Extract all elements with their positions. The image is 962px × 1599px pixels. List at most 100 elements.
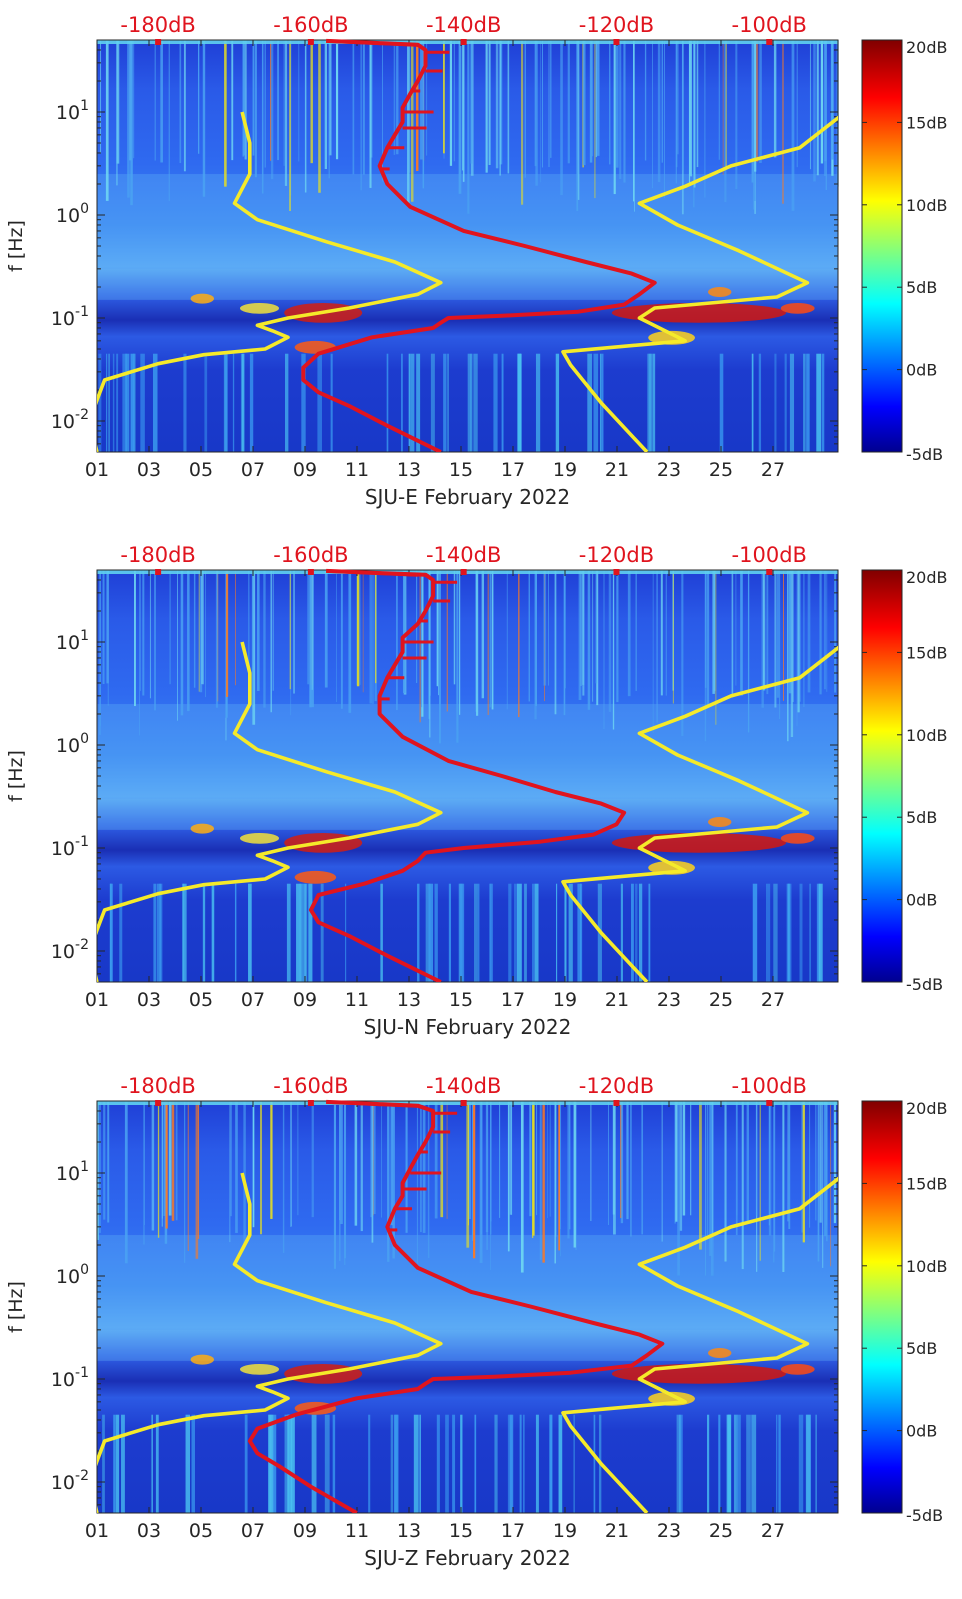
x-tick-label: 03	[137, 459, 161, 481]
colorbar-label: -5dB	[906, 975, 943, 994]
x-tick-label: 17	[501, 459, 525, 481]
y-tick-label: 101	[56, 628, 89, 654]
y-tick-label: 101	[56, 98, 89, 124]
x-tick-label: 17	[501, 989, 525, 1011]
top-db-label: -140dB	[426, 1074, 501, 1098]
x-tick-label: 17	[501, 1520, 525, 1542]
x-tick-label: 09	[293, 459, 317, 481]
db-tick-mark	[155, 569, 162, 575]
x-tick-label: 05	[189, 1520, 213, 1542]
colorbar-label: 20dB	[906, 38, 948, 57]
db-tick-mark	[307, 39, 314, 45]
x-tick-label: 23	[657, 989, 681, 1011]
y-tick-label: 101	[56, 1159, 89, 1185]
y-axis-label: f [Hz]	[5, 1281, 27, 1333]
spectrogram-panel-1: 01 03 05 07 09 11 13 15 17 19 21 23 25 27 10-2 10-1 100 1…	[5, 13, 839, 509]
spectrogram-texture	[97, 1101, 838, 1513]
colorbar: 20dB 15dB 10dB 5dB 0dB -5dB	[861, 38, 948, 464]
noise-model-yellow-high	[561, 1176, 838, 1513]
spectrogram-panel-2: 01 03 05 07 09 11 13 15 17 19 21 23 25 27 10-2 10-1 100 1…	[5, 543, 839, 1039]
y-tick-label: 10-1	[51, 834, 89, 860]
x-tick-label: 11	[345, 989, 369, 1011]
x-tick-label: 09	[293, 989, 317, 1011]
noise-model-yellow-low	[97, 1172, 443, 1513]
colorbar-label: 10dB	[906, 1257, 948, 1276]
colorbar-label: 5dB	[906, 808, 937, 827]
noise-model-yellow-high	[561, 115, 838, 452]
y-tick-label: 100	[56, 201, 89, 227]
x-tick-label: 07	[241, 989, 265, 1011]
y-tick-label: 100	[56, 731, 89, 757]
colorbar-gradient	[861, 1100, 903, 1514]
x-tick-label: 07	[241, 459, 265, 481]
colorbar-label: 5dB	[906, 278, 937, 297]
db-tick-mark	[613, 569, 620, 575]
spectrogram-texture	[97, 40, 839, 452]
colorbar-label: 15dB	[906, 1174, 948, 1193]
x-axis-label: SJU-Z February 2022	[364, 1546, 570, 1570]
db-tick-mark	[766, 39, 773, 45]
model-curve-red	[247, 1099, 665, 1513]
db-tick-mark	[460, 1100, 467, 1106]
colorbar-label: 5dB	[906, 1339, 937, 1358]
x-tick-label: 11	[345, 459, 369, 481]
spectrogram-texture	[97, 570, 838, 982]
model-curve-red	[308, 568, 627, 982]
x-tick-label: 19	[553, 1520, 577, 1542]
x-tick-label: 27	[761, 459, 785, 481]
y-axis-label: f [Hz]	[5, 750, 27, 802]
top-db-label: -100dB	[732, 1074, 807, 1098]
y-tick-label: 10-2	[51, 937, 89, 963]
x-tick-label: 25	[709, 1520, 733, 1542]
x-tick-label: 23	[657, 459, 681, 481]
top-db-label: -140dB	[426, 13, 501, 37]
db-tick-mark	[460, 39, 467, 45]
x-tick-label: 21	[605, 1520, 629, 1542]
top-db-label: -120dB	[579, 543, 654, 567]
x-tick-label: 25	[709, 459, 733, 481]
db-tick-mark	[613, 1100, 620, 1106]
colorbar-label: 0dB	[906, 891, 937, 910]
model-curve-spikes	[326, 39, 450, 171]
x-axis-label: SJU-N February 2022	[364, 1015, 572, 1039]
x-tick-label: 19	[553, 989, 577, 1011]
db-tick-mark	[460, 569, 467, 575]
model-curve-spikes	[326, 1100, 458, 1232]
colorbar-label: 15dB	[906, 113, 948, 132]
x-tick-label: 01	[85, 989, 109, 1011]
colorbar-label: 10dB	[906, 726, 948, 745]
y-tick-label: 10-2	[51, 1468, 89, 1494]
model-curve-spikes	[326, 569, 458, 701]
top-db-label: -160dB	[273, 1074, 348, 1098]
x-tick-label: 21	[605, 989, 629, 1011]
top-db-label: -120dB	[579, 1074, 654, 1098]
colorbar-label: 20dB	[906, 1099, 948, 1118]
x-tick-label: 27	[761, 1520, 785, 1542]
colorbar: 20dB 15dB 10dB 5dB 0dB -5dB	[861, 568, 948, 994]
colorbar-label: 0dB	[906, 1422, 937, 1441]
colorbar-label: -5dB	[906, 1506, 943, 1525]
noise-model-yellow-low	[97, 641, 443, 982]
x-tick-label: 15	[449, 989, 473, 1011]
colorbar-label: 15dB	[906, 643, 948, 662]
colorbar-gradient	[861, 569, 903, 983]
x-tick-label: 13	[397, 1520, 421, 1542]
colorbar-label: 0dB	[906, 361, 937, 380]
noise-model-yellow-low	[97, 111, 443, 452]
x-tick-label: 05	[189, 989, 213, 1011]
top-db-label: -100dB	[732, 13, 807, 37]
x-tick-label: 05	[189, 459, 213, 481]
x-tick-label: 13	[397, 459, 421, 481]
colorbar-label: -5dB	[906, 445, 943, 464]
noise-model-yellow-high	[561, 645, 838, 982]
y-axis-label: f [Hz]	[5, 220, 27, 272]
db-tick-mark	[307, 569, 314, 575]
x-tick-label: 21	[605, 459, 629, 481]
db-tick-mark	[766, 1100, 773, 1106]
x-tick-label: 27	[761, 989, 785, 1011]
top-db-label: -100dB	[732, 543, 807, 567]
colorbar: 20dB 15dB 10dB 5dB 0dB -5dB	[861, 1099, 948, 1525]
db-tick-mark	[155, 39, 162, 45]
top-db-label: -140dB	[426, 543, 501, 567]
